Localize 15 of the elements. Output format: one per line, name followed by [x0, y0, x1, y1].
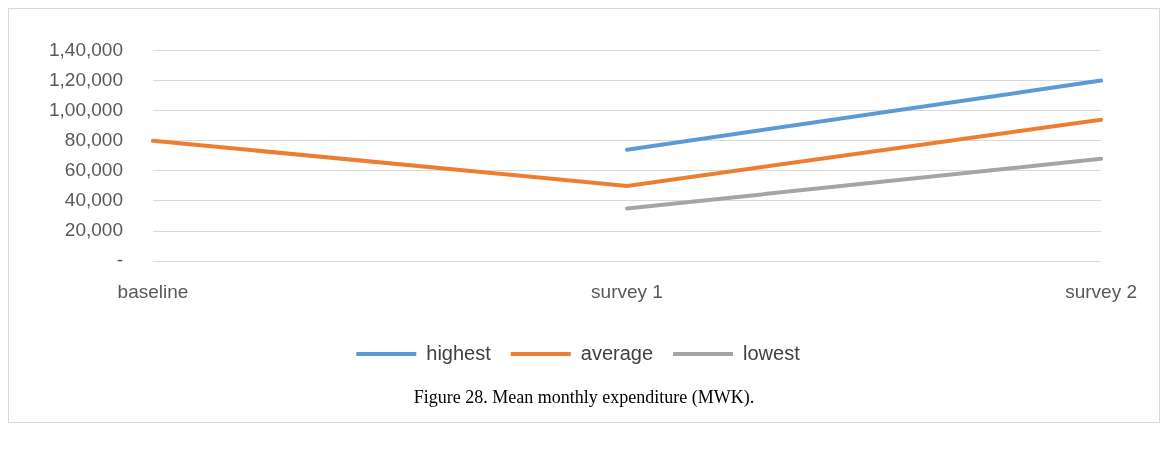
x-tick-label: survey 1	[591, 280, 663, 302]
y-tick-label: 1,40,000	[48, 38, 123, 60]
legend-label: average	[580, 341, 654, 364]
y-tick-label: 60,000	[64, 159, 123, 181]
y-tick-label: 40,000	[64, 189, 123, 211]
y-tick-label: 1,00,000	[48, 98, 123, 120]
y-tick-label: 80,000	[64, 128, 123, 150]
y-tick-label: 20,000	[64, 219, 123, 241]
y-tick-label: 1,20,000	[48, 68, 123, 90]
x-tick-label: survey 2	[1065, 280, 1137, 302]
x-tick-label: baseline	[117, 280, 189, 302]
y-tick-label: -	[116, 249, 123, 271]
legend-label: highest	[426, 341, 492, 364]
caption: Figure 28. Mean monthly expenditure (MWK).	[412, 386, 756, 409]
legend-label: lowest	[743, 341, 801, 364]
